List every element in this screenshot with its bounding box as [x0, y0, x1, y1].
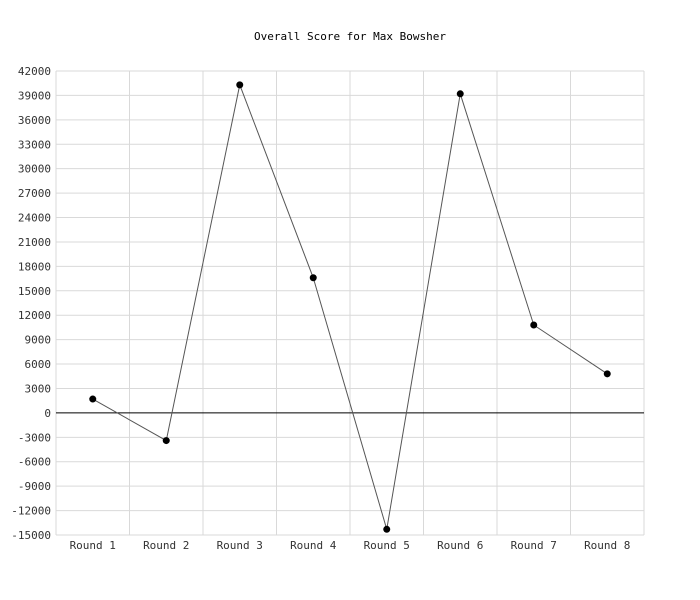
y-tick-label: -15000: [11, 529, 51, 542]
series: [89, 81, 611, 533]
y-tick-label: 9000: [25, 334, 52, 347]
y-tick-label: 3000: [25, 382, 52, 395]
data-point: [162, 437, 170, 445]
data-point: [309, 274, 317, 282]
x-tick-label: Round 4: [290, 539, 337, 552]
y-tick-label: 36000: [18, 114, 51, 127]
grid: [55, 70, 645, 536]
y-tick-label: -9000: [18, 480, 51, 493]
x-axis-ticks: Round 1 Round 2 Round 3 Round 4 Round 5 Round…: [70, 539, 631, 552]
x-tick-label: Round 2: [143, 539, 189, 552]
y-tick-label: 15000: [18, 285, 51, 298]
y-tick-label: 39000: [18, 89, 51, 102]
data-point: [236, 81, 244, 89]
chart-title: Overall Score for Max Bowsher: [254, 30, 446, 43]
data-point: [603, 370, 611, 378]
y-tick-label: 27000: [18, 187, 51, 200]
data-point: [456, 90, 464, 98]
y-tick-label: 30000: [18, 163, 51, 176]
y-axis-ticks: -15000 -12000 -9000 -6000 -3000 0 3000 6000 9000…: [11, 65, 51, 542]
data-point: [383, 525, 391, 533]
x-tick-label: Round 7: [511, 539, 557, 552]
x-tick-label: Round 1: [70, 539, 116, 552]
data-point: [530, 321, 538, 329]
y-tick-label: 12000: [18, 309, 51, 322]
y-tick-label: -12000: [11, 505, 51, 518]
y-tick-label: -6000: [18, 456, 51, 469]
y-tick-label: -3000: [18, 431, 51, 444]
x-tick-label: Round 3: [217, 539, 263, 552]
y-tick-label: 6000: [25, 358, 52, 371]
y-tick-label: 0: [44, 407, 51, 420]
x-tick-label: Round 8: [584, 539, 630, 552]
y-tick-label: 21000: [18, 236, 51, 249]
y-tick-label: 33000: [18, 138, 51, 151]
series-line: [92, 83, 608, 530]
data-point: [89, 395, 97, 403]
y-tick-label: 18000: [18, 260, 51, 273]
x-tick-label: Round 6: [437, 539, 483, 552]
x-tick-label: Round 5: [364, 539, 410, 552]
y-tick-label: 24000: [18, 212, 51, 225]
y-tick-label: 42000: [18, 65, 51, 78]
